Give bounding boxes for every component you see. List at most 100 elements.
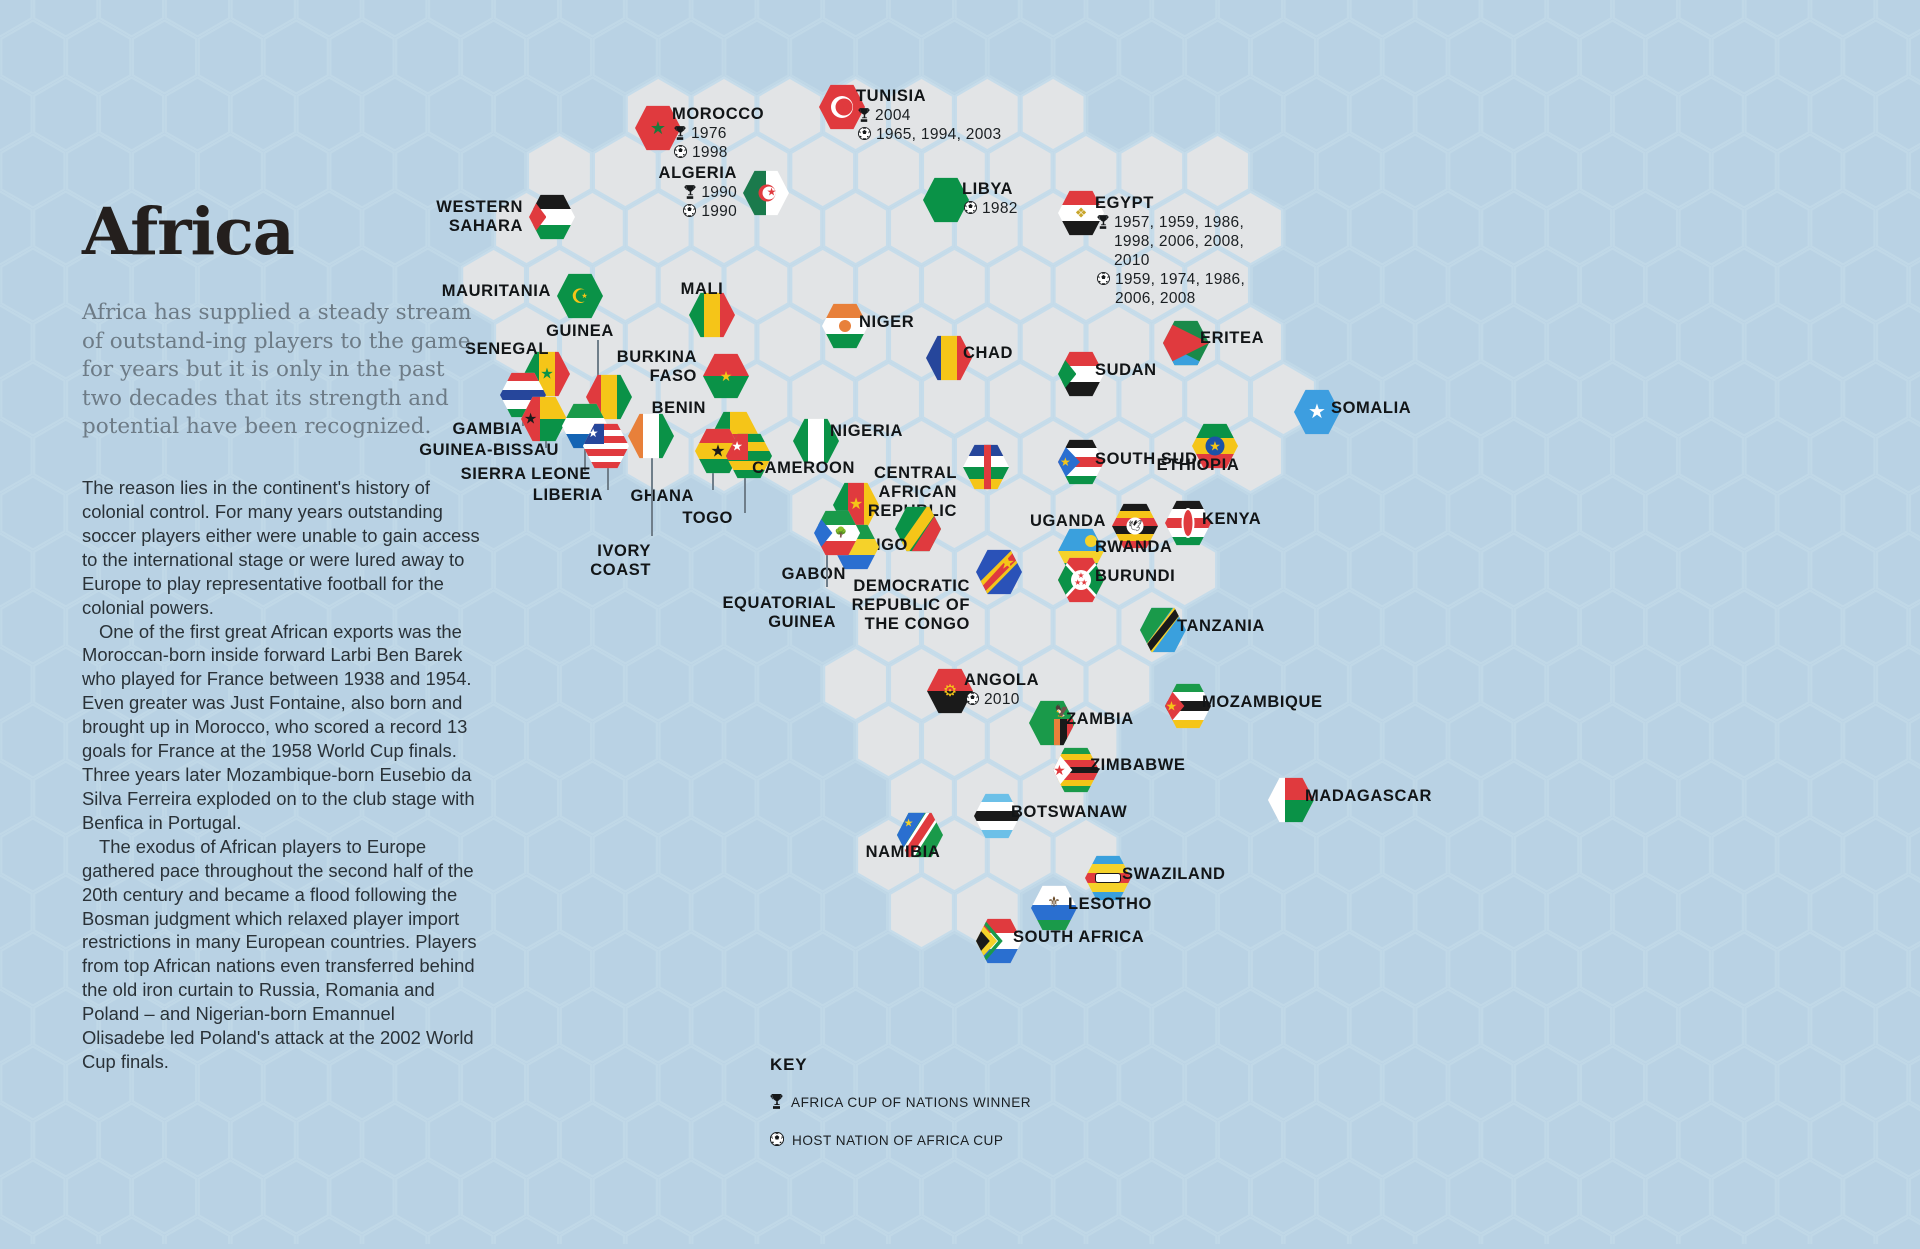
flag-hex-tunisia[interactable]: ★ [819, 84, 865, 130]
key-title: KEY [770, 1055, 808, 1074]
soccer-ball-icon [964, 201, 977, 214]
map-key: KEY AFRICA CUP OF NATIONS WINNER HOST NA… [770, 1055, 1031, 1169]
host-years: 1998 [692, 143, 728, 161]
flag-hex-algeria[interactable]: ★ [743, 170, 789, 216]
flag-hex-chad[interactable] [926, 335, 972, 381]
country-label: SUDAN [1095, 361, 1157, 379]
host-years: 1990 [701, 202, 737, 220]
country-label: SIERRA LEONE [460, 465, 591, 483]
country-label: MOZAMBIQUE [1202, 693, 1323, 711]
flag-hex-drcongo[interactable]: ★ [976, 549, 1022, 595]
country-label: TUNISIA [856, 87, 927, 105]
country-stats: 1990 1990 [683, 184, 737, 222]
country-label: BURUNDI [1095, 567, 1176, 585]
country-label: GUINEA-BISSAU [419, 441, 559, 459]
flag-hex-lesotho[interactable]: ⚜ [1031, 885, 1077, 931]
trophy-years: 1976 [691, 125, 727, 142]
body-paragraph-2: One of the first great African exports w… [82, 620, 475, 833]
soccer-ball-icon [966, 692, 979, 705]
country-label: MALI [680, 280, 724, 298]
key-label-trophy: AFRICA CUP OF NATIONS WINNER [791, 1095, 1032, 1110]
trophy-years: 1957, 1959, 1986, 1998, 2006, 2008, 2010 [1114, 214, 1245, 269]
body-paragraph-3: The exodus of African players to Europe … [82, 835, 477, 1073]
country-stats: 1957, 1959, 1986, 1998, 2006, 2008, 2010… [1097, 214, 1275, 309]
soccer-ball-icon [674, 144, 687, 158]
trophy-icon [674, 126, 686, 140]
flag-hex-angola[interactable]: ⚙ [927, 668, 973, 714]
country-label: ZAMBIA [1066, 710, 1134, 728]
country-label: MADAGASCAR [1305, 787, 1432, 805]
host-years: 1965, 1994, 2003 [876, 125, 1002, 143]
country-label: KENYA [1202, 510, 1262, 528]
country-label: SWAZILAND [1122, 865, 1226, 883]
page-title: Africa [82, 194, 295, 270]
country-label: ETHIOPIA [1156, 456, 1240, 474]
host-years: 1959, 1974, 1986, 2006, 2008 [1115, 270, 1246, 307]
country-label: CHAD [963, 344, 1014, 362]
key-item-ball: HOST NATION OF AFRICA CUP [770, 1131, 1031, 1150]
key-label-ball: HOST NATION OF AFRICA CUP [792, 1132, 1004, 1148]
article-column: Africa Africa has supplied a steady stre… [82, 200, 482, 1074]
flag-hex-morocco[interactable]: ★ [635, 105, 681, 151]
body-paragraph-1: The reason lies in the continent's histo… [82, 476, 480, 618]
country-label: LESOTHO [1068, 895, 1152, 913]
country-label: ZIMBABWE [1090, 756, 1186, 774]
country-stats: 1982 [964, 200, 1018, 219]
country-label: MAURITANIA [441, 282, 551, 300]
country-label: RWANDA [1095, 538, 1173, 556]
country-label: SENEGAL [465, 340, 549, 358]
soccer-ball-icon [770, 1131, 784, 1146]
trophy-icon [684, 185, 696, 199]
flag-hex-mali[interactable] [689, 292, 735, 338]
flag-hex-namibia[interactable]: ★ [897, 812, 943, 858]
flag-hex-niger[interactable] [822, 303, 868, 349]
leader-line [744, 457, 746, 513]
flag-hex-eqguinea[interactable]: 🌳 [814, 510, 860, 556]
country-label: LIBERIA [532, 486, 603, 504]
flag-hex-ivorycoast[interactable] [628, 413, 674, 459]
flag-hex-togo[interactable]: ★ [726, 433, 772, 479]
country-label: IVORY COAST [590, 542, 651, 579]
country-label: DEMOCRATIC REPUBLIC OF THE CONGO [851, 577, 970, 633]
leader-line [826, 535, 828, 587]
country-label: BURKINA FASO [616, 348, 697, 385]
country-stats: 2004 1965, 1994, 2003 [858, 107, 1001, 145]
country-label: WESTERN SAHARA [436, 198, 523, 235]
leader-line [597, 340, 599, 378]
country-stats: 2010 [966, 691, 1020, 710]
country-label: GHANA [630, 487, 694, 505]
country-stats: 1976 1998 [674, 125, 728, 163]
soccer-ball-icon [683, 203, 697, 217]
flag-hex-botswana[interactable] [974, 793, 1020, 839]
country-label: ALGERIA [658, 164, 737, 182]
country-label: EGYPT [1095, 194, 1154, 212]
flag-hex-car[interactable] [963, 444, 1009, 490]
standfirst-text: Africa has supplied a steady stream of o… [82, 300, 472, 440]
soccer-ball-icon [1097, 271, 1110, 285]
country-label: UGANDA [1029, 512, 1106, 530]
leader-line [651, 440, 653, 536]
country-label: LIBYA [962, 180, 1013, 198]
trophy-icon [858, 108, 870, 122]
trophy-icon [770, 1094, 783, 1109]
soccer-ball-icon [858, 126, 871, 140]
flag-hex-burkinafaso[interactable]: ★ [703, 353, 749, 399]
country-label: SOUTH AFRICA [1013, 928, 1145, 946]
country-label: GUINEA [546, 322, 614, 340]
country-label: NIGERIA [830, 422, 903, 440]
trophy-years: 2004 [875, 107, 911, 124]
flag-hex-mauritania[interactable]: ☪ [557, 273, 603, 319]
country-label: BENIN [651, 399, 706, 417]
country-label: GAMBIA [452, 420, 523, 438]
key-item-trophy: AFRICA CUP OF NATIONS WINNER [770, 1094, 1031, 1112]
country-label: SOMALIA [1331, 399, 1412, 417]
country-label: TOGO [682, 509, 733, 527]
country-label: CAMEROON [752, 459, 855, 477]
host-years: 1982 [982, 200, 1018, 217]
leader-line [607, 448, 609, 490]
flag-hex-libya[interactable] [923, 177, 969, 223]
flag-hex-wsahara[interactable] [529, 194, 575, 240]
flag-hex-cameroon[interactable]: ★ [833, 482, 879, 528]
